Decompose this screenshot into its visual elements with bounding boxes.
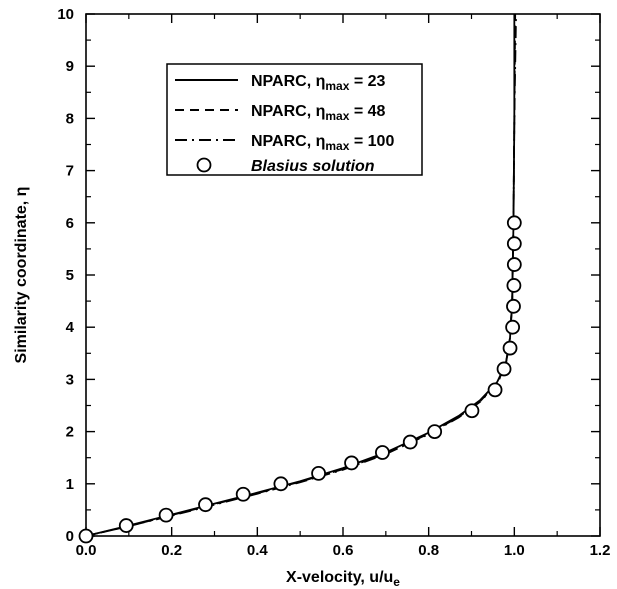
- legend: NPARC, ηmax = 23 NPARC, ηmax = 48 NPARC,…: [166, 63, 423, 176]
- legend-label-3: NPARC, ηmax = 100: [251, 133, 394, 153]
- y-tick-label: 4: [66, 319, 75, 336]
- blasius-data-point: [506, 298, 521, 314]
- legend-label-1: NPARC, ηmax = 23: [251, 73, 386, 93]
- blasius-data-point: [506, 257, 522, 272]
- y-tick-label: 0: [66, 528, 74, 545]
- x-tick-label: 0.2: [161, 542, 182, 559]
- blasius-data-point: [506, 236, 522, 252]
- legend-label-4: Blasius solution: [251, 158, 375, 175]
- x-axis-label: X-velocity, u/ue: [286, 569, 400, 589]
- blasius-data-point: [506, 278, 522, 293]
- legend-label-2: NPARC, ηmax = 48: [251, 103, 386, 123]
- y-axis-label: Similarity coordinate, η: [13, 187, 30, 364]
- blasius-data-point: [502, 340, 518, 356]
- blasius-data-point: [235, 486, 251, 502]
- y-tick-label: 1: [66, 476, 74, 493]
- x-tick-label: 0.0: [76, 542, 97, 559]
- tick-labels: 0.0 0.2 0.4 0.6 0.8 1.0 1.2 0 1 2 3 4 5 6 7 8 9 10: [57, 6, 610, 559]
- y-tick-label: 10: [57, 6, 74, 23]
- blasius-data-point: [311, 465, 326, 481]
- y-tick-label: 9: [66, 58, 74, 75]
- series-layer: [78, 13, 522, 544]
- blasius-data-point: [506, 215, 522, 231]
- blasius-data-point: [496, 361, 512, 377]
- x-tick-label: 1.2: [590, 542, 611, 559]
- blasius-data-point: [118, 518, 134, 533]
- blasius-data-point: [464, 403, 480, 419]
- y-tick-label: 5: [66, 267, 74, 284]
- blasius-data-point: [427, 424, 443, 440]
- y-tick-label: 8: [66, 110, 74, 127]
- legend-box: [166, 63, 423, 176]
- x-tick-label: 0.4: [247, 542, 269, 559]
- x-tick-label: 0.6: [333, 542, 354, 559]
- blasius-data-point: [402, 434, 418, 450]
- blasius-data-point: [505, 319, 521, 335]
- blasius-data-point: [273, 476, 289, 492]
- x-tick-label: 1.0: [504, 542, 525, 559]
- blasius-data-point: [344, 455, 359, 471]
- y-tick-label: 7: [66, 163, 74, 180]
- blasius-data-point: [487, 382, 503, 398]
- x-tick-label: 0.8: [418, 542, 439, 559]
- blasius-data-point: [78, 528, 94, 544]
- legend-swatch-circle: [196, 157, 212, 173]
- y-tick-label: 2: [66, 424, 74, 441]
- blasius-data-point: [375, 445, 390, 460]
- blasius-data-point: [198, 497, 213, 513]
- blasius-data-point: [158, 507, 174, 523]
- y-tick-label: 3: [66, 371, 74, 388]
- y-tick-label: 6: [66, 215, 74, 232]
